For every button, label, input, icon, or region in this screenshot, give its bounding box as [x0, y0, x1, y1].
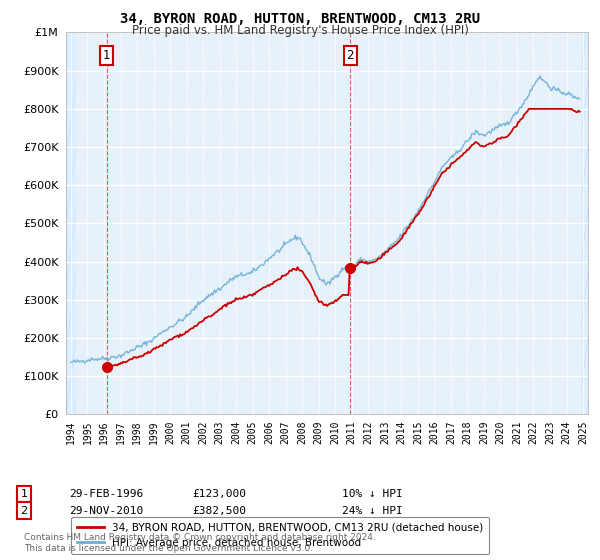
Text: 34, BYRON ROAD, HUTTON, BRENTWOOD, CM13 2RU: 34, BYRON ROAD, HUTTON, BRENTWOOD, CM13 … — [120, 12, 480, 26]
Text: £123,000: £123,000 — [192, 489, 246, 499]
Text: 1: 1 — [20, 489, 28, 499]
Text: 29-NOV-2010: 29-NOV-2010 — [69, 506, 143, 516]
Text: Price paid vs. HM Land Registry's House Price Index (HPI): Price paid vs. HM Land Registry's House … — [131, 24, 469, 37]
Legend: 34, BYRON ROAD, HUTTON, BRENTWOOD, CM13 2RU (detached house), HPI: Average price: 34, BYRON ROAD, HUTTON, BRENTWOOD, CM13 … — [71, 517, 490, 554]
Text: 24% ↓ HPI: 24% ↓ HPI — [342, 506, 403, 516]
Text: Contains HM Land Registry data © Crown copyright and database right 2024.
This d: Contains HM Land Registry data © Crown c… — [24, 533, 376, 553]
Text: 1: 1 — [103, 49, 110, 62]
Text: 29-FEB-1996: 29-FEB-1996 — [69, 489, 143, 499]
Text: £382,500: £382,500 — [192, 506, 246, 516]
Text: 2: 2 — [347, 49, 354, 62]
Text: 10% ↓ HPI: 10% ↓ HPI — [342, 489, 403, 499]
Text: 2: 2 — [20, 506, 28, 516]
